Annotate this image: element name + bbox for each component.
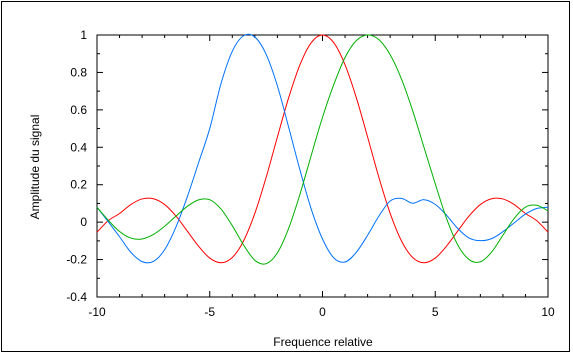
x-tick-label: -5: [204, 305, 215, 319]
x-tick-label: 10: [541, 305, 555, 319]
x-tick-label: -10: [88, 305, 106, 319]
y-tick-label: 0.8: [70, 65, 87, 79]
y-tick-label: 0.2: [70, 178, 87, 192]
y-tick-label: 1: [80, 28, 87, 42]
series-line-1: [96, 34, 549, 264]
series-line-3: [96, 34, 549, 265]
plot-border: [96, 34, 549, 298]
y-axis-label: Amplitude du signal: [28, 115, 42, 220]
y-tick-label: 0: [80, 215, 87, 229]
x-tick-label: 0: [319, 305, 326, 319]
x-tick-label: 5: [432, 305, 439, 319]
x-axis-label: Frequence relative: [273, 335, 373, 349]
y-tick-label: -0.2: [66, 253, 87, 267]
y-tick-label: 0.6: [70, 103, 87, 117]
y-tick-label: 0.4: [70, 140, 87, 154]
series-line-2: [96, 33, 549, 264]
axes: [96, 34, 549, 298]
y-tick-label: -0.4: [66, 290, 87, 304]
series-lines: [96, 33, 549, 265]
tick-labels: -10 -5 0 5 10 -0.4 -0.2 0 0.2 0.4 0.6 0.8 1: [66, 28, 555, 319]
